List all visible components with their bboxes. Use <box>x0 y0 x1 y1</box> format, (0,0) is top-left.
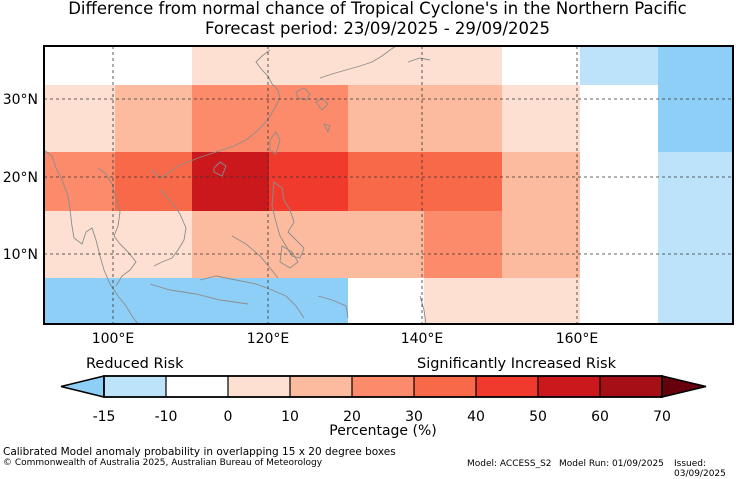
colorbar-bin-m15-m10 <box>104 376 166 397</box>
cell-n10-150-160 <box>502 211 580 278</box>
forecast-period-subtitle: Forecast period: 23/09/2025 - 29/09/2025 <box>204 19 551 38</box>
footer-model-run: Model Run: 01/09/2025 <box>559 459 664 469</box>
increased-risk-label: Significantly Increased Risk <box>417 356 616 372</box>
cell-n10-91-110 <box>44 211 192 278</box>
colorbar-bin-50-60 <box>538 376 600 397</box>
colorbar <box>60 375 707 398</box>
reduced-risk-label: Reduced Risk <box>86 356 184 372</box>
colorbar-tick: 0 <box>224 409 233 425</box>
footer-copyright: © Commonwealth of Australia 2025, Austra… <box>3 458 323 468</box>
cell-n20-100-110 <box>115 152 192 211</box>
colorbar-bin-40-50 <box>476 376 538 397</box>
cell-n20-130-150 <box>348 152 502 211</box>
colorbar-bin-0-10 <box>228 376 290 397</box>
cell-n20-150-160 <box>502 152 580 211</box>
cell-n0-140-160 <box>424 278 580 324</box>
colorbar-tick: 40 <box>467 409 485 425</box>
colorbar-bin-10-20 <box>290 376 352 397</box>
cell-n25-150-160 <box>502 85 580 152</box>
lon-tick-160: 160°E <box>556 331 599 347</box>
colorbar-bin-30-40 <box>414 376 476 397</box>
cell-n10-140-150 <box>424 211 502 278</box>
cell-n25-130-150 <box>348 85 502 152</box>
cell-n20-91-100 <box>44 152 115 211</box>
lat-tick-20: 20°N <box>3 170 38 186</box>
lon-tick-140: 140°E <box>401 331 444 347</box>
colorbar-tick: 20 <box>343 409 361 425</box>
cell-n25-91-100 <box>44 85 115 152</box>
cell-n30-160-170 <box>580 46 658 85</box>
footer-issued: Issued: 03/09/2025 <box>674 459 726 479</box>
colorbar-tick: -15 <box>93 409 116 425</box>
colorbar-tick: 10 <box>281 409 299 425</box>
cell-n25-100-110 <box>115 85 192 152</box>
map-frame <box>43 45 734 325</box>
colorbar-arrow-high <box>661 375 707 398</box>
footer-model: Model: ACCESS_S2 <box>467 459 552 469</box>
footer-note: Calibrated Model anomaly probability in … <box>3 446 396 458</box>
colorbar-tick: 60 <box>591 409 609 425</box>
cell-n20-120-130 <box>269 152 348 211</box>
lat-tick-30: 30°N <box>3 92 38 108</box>
colorbar-arrow-low <box>60 375 105 398</box>
cell-n0-91-130 <box>44 278 348 324</box>
cell-n20-110-120 <box>192 152 269 211</box>
colorbar-tick: 30 <box>405 409 423 425</box>
cell-n20-170-180 <box>658 152 733 324</box>
colorbar-tick: 70 <box>653 409 671 425</box>
lat-tick-10: 10°N <box>3 247 38 263</box>
colorbar-xlabel: Percentage (%) <box>329 423 436 439</box>
cell-n30-110-150 <box>192 46 502 85</box>
colorbar-bin-m10-0 <box>166 376 228 397</box>
lon-tick-100: 100°E <box>92 331 135 347</box>
coastlines <box>44 46 431 324</box>
cell-n10-110-140 <box>192 211 424 278</box>
colorbar-tick: 50 <box>529 409 547 425</box>
colorbar-bin-20-30 <box>352 376 414 397</box>
risk-cells <box>44 46 733 324</box>
map-title: Difference from normal chance of Tropica… <box>68 0 687 18</box>
colorbar-tick: -10 <box>155 409 178 425</box>
gridlines <box>44 46 733 324</box>
colorbar-bin-60-70 <box>600 376 662 397</box>
lon-tick-120: 120°E <box>247 331 290 347</box>
